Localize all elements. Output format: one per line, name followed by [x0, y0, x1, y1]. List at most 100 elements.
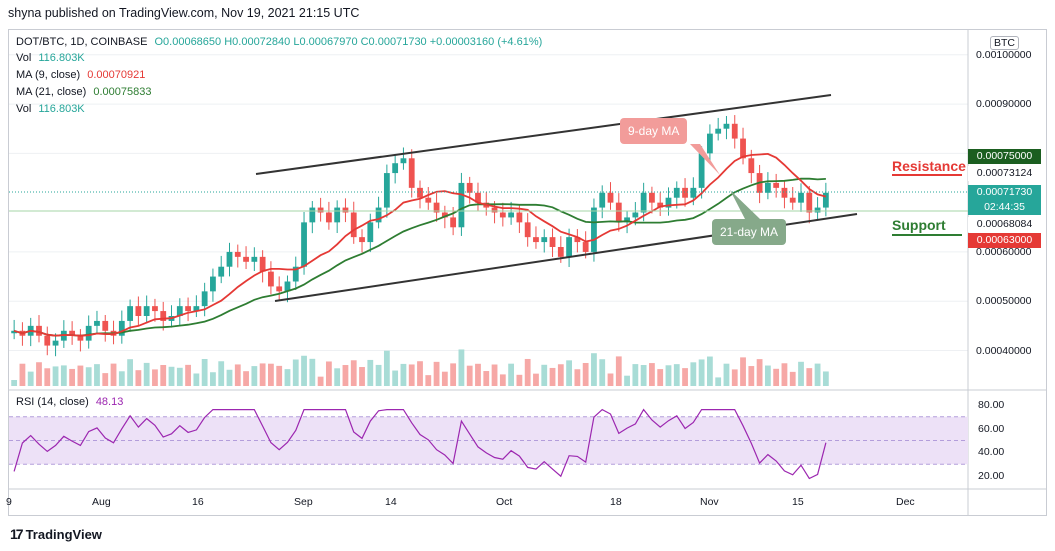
volume-bar: [789, 371, 796, 386]
volume-bar: [168, 366, 175, 386]
price-tag: 0.00073124: [968, 166, 1041, 181]
rsi-label: RSI (14, close): [16, 396, 89, 408]
upper-trendline: [255, 94, 832, 175]
volume-bar: [524, 358, 531, 386]
volume-bar: [301, 355, 307, 386]
volume-bar: [127, 359, 133, 386]
volume-bar: [640, 365, 647, 386]
candle-body: [533, 237, 539, 243]
candle-body: [549, 237, 556, 247]
ma21-line: [13, 177, 826, 337]
volume-bar: [350, 360, 357, 386]
candle-body: [731, 123, 738, 139]
legend-ma9: MA (9, close) 0.00070921: [16, 68, 145, 82]
candle-body: [707, 133, 713, 154]
volume-bar: [566, 360, 572, 386]
candle-body: [375, 207, 382, 223]
candle-body: [201, 291, 208, 307]
candle-body: [599, 192, 606, 208]
volume-bar: [557, 364, 564, 386]
tradingview-brand[interactable]: 17 TradingView: [10, 526, 102, 542]
volume-bar: [160, 365, 167, 386]
candle-body: [789, 197, 796, 203]
tradingview-logo-icon: 17: [10, 526, 24, 542]
vol-label: Vol: [16, 52, 32, 64]
candle-body: [723, 123, 730, 129]
candle-body: [698, 153, 705, 188]
price-tag: 0.00063000: [968, 233, 1041, 248]
candle-body: [441, 212, 448, 218]
time-tick-label: Oct: [496, 496, 513, 508]
candle-body: [491, 207, 498, 213]
volume-bar: [185, 364, 191, 386]
volume-bar: [541, 364, 548, 386]
volume-bar: [425, 375, 432, 386]
candle-body: [218, 266, 225, 277]
ma9-annotation: 9-day MA: [620, 118, 688, 144]
candle-body: [350, 212, 357, 238]
support-label: Support: [892, 217, 946, 233]
time-tick-label: 18: [610, 496, 622, 508]
volume-bar: [798, 361, 804, 386]
candle-body: [591, 207, 597, 252]
volume-bar: [822, 371, 829, 386]
candle-body: [85, 325, 92, 341]
ma21-annotation-pointer: [730, 190, 760, 219]
ma9-value: 0.00070921: [87, 69, 146, 81]
candle-body: [127, 306, 133, 321]
time-tick-label: Dec: [896, 496, 915, 508]
volume-bar: [533, 373, 539, 386]
candle-body: [400, 158, 407, 164]
volume-bar: [325, 361, 332, 386]
price-tag: 0.00075000: [968, 149, 1041, 164]
volume-bar: [748, 366, 755, 386]
candle-body: [450, 217, 457, 228]
volume-bar: [483, 371, 490, 386]
legend-ma21: MA (21, close) 0.00075833: [16, 85, 152, 99]
candle-body: [781, 187, 788, 198]
volume-bar: [85, 367, 92, 386]
candle-body: [690, 187, 697, 198]
rsi-line: [13, 408, 827, 480]
volume-bar: [673, 364, 680, 386]
time-tick-label: 14: [385, 496, 397, 508]
volume-bar: [102, 373, 109, 386]
volume-bar: [764, 365, 771, 386]
time-tick-label: 15: [792, 496, 804, 508]
candle-body: [557, 247, 564, 257]
volume-bar: [268, 363, 274, 386]
candle-body: [475, 192, 481, 203]
candle-body: [541, 237, 548, 243]
volume-bar: [657, 369, 664, 386]
volume-bar: [218, 361, 225, 386]
rsi-tick-label: 20.00: [978, 470, 1005, 483]
candle-body: [359, 237, 365, 243]
candle-body: [524, 222, 531, 238]
currency-tag[interactable]: BTC: [990, 36, 1019, 50]
time-tick-label: Sep: [294, 496, 313, 508]
volume-bar: [334, 368, 341, 386]
candle-body: [574, 237, 581, 243]
ma21-value: 0.00075833: [93, 86, 152, 98]
volume-bar: [110, 363, 117, 386]
publisher-line: shyna published on TradingView.com, Nov …: [8, 6, 360, 20]
candle-body: [185, 306, 191, 312]
volume-bar: [152, 369, 158, 386]
legend-vol2: Vol 116.803K: [16, 102, 85, 116]
candle-body: [764, 182, 771, 193]
candle-body: [798, 192, 804, 203]
candle-body: [334, 207, 341, 223]
volume-bar: [433, 361, 440, 386]
volume-bar: [715, 377, 722, 386]
volume-bar: [94, 364, 100, 386]
time-tick-label: 9: [6, 496, 12, 508]
volume-bar: [632, 364, 639, 386]
candle-body: [292, 266, 299, 282]
volume-bar: [781, 363, 788, 386]
candle-body: [640, 192, 647, 213]
candle-body: [682, 187, 688, 198]
ma21-annotation: 21-day MA: [712, 219, 787, 245]
volume-bar: [491, 364, 498, 386]
ma9-annotation-pointer: [690, 144, 720, 175]
